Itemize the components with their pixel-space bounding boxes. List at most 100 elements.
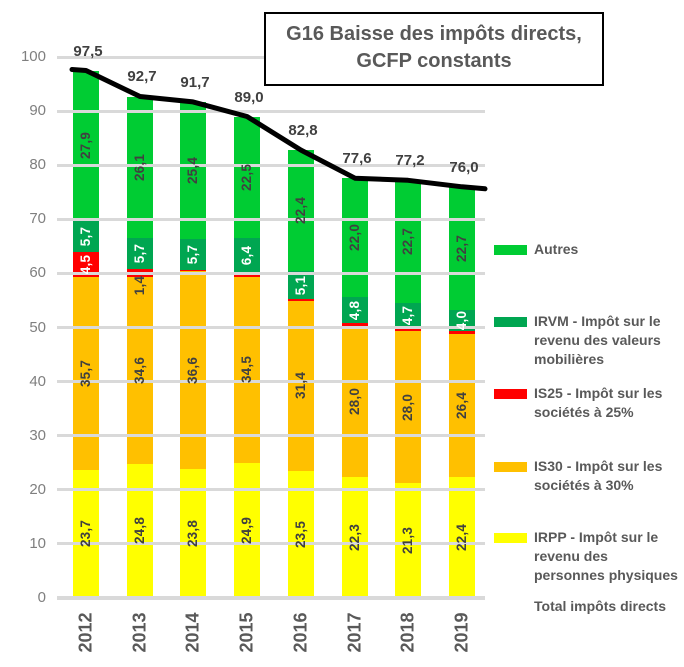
total-value-label: 76,0 <box>449 158 479 176</box>
gridline-0 <box>57 596 485 600</box>
legend-item-autres: Autres <box>494 240 682 259</box>
bar-segment-label-text: 34,5 <box>239 356 255 384</box>
bar-segment-2014 <box>180 239 206 271</box>
y-axis-label-30: 30 <box>29 426 46 444</box>
bar-segment-2019 <box>449 309 475 332</box>
bar-segment-2015 <box>234 276 260 464</box>
bar-segment-label: 22,4 <box>449 477 475 598</box>
bar-segment-label: 5,1 <box>288 271 314 299</box>
bar-segment-label: 25,4 <box>180 102 206 239</box>
y-axis-label-70: 70 <box>29 210 46 228</box>
bar-segment-label-text: 26,4 <box>454 391 470 419</box>
bar-segment-label-text: 22,4 <box>293 197 309 225</box>
bar-segment-label-text: 28,0 <box>400 393 416 421</box>
bar-segment-label: 24,8 <box>127 464 153 598</box>
bar-segment-label: 4,5 <box>73 252 99 276</box>
bar-segment-2016 <box>288 300 314 471</box>
gridline-50 <box>57 326 485 329</box>
x-axis-label-text: 2017 <box>344 611 365 653</box>
bar-segment-label: 22,0 <box>342 178 368 297</box>
bar-segment-label-text: 1,4 <box>132 275 148 295</box>
legend-swatch-autres <box>494 245 527 255</box>
bar-segment-label: 4,7 <box>395 303 421 328</box>
bar-segment-label-text: 24,8 <box>132 517 148 545</box>
bar-segment-label-text: 4,0 <box>454 310 470 331</box>
total-value-label: 82,8 <box>288 122 318 140</box>
gridline-30 <box>57 434 485 438</box>
bar-segment-label: 23,7 <box>73 470 99 598</box>
x-axis-label-2018: 2018 <box>378 600 438 664</box>
x-axis-label-text: 2015 <box>236 611 257 653</box>
bar-segment-label-text: 22,5 <box>239 163 255 191</box>
legend-label-is25: IS25 - Impôt sur les sociétés à 25% <box>534 385 663 420</box>
bar-segment-2015 <box>234 238 260 273</box>
bar-segment-label-text: 22,0 <box>347 224 363 252</box>
legend-item-irpp: IRPP - Impôt sur le revenu des personnes… <box>494 528 682 585</box>
bar-segment-label-text: 23,5 <box>293 520 309 548</box>
y-axis-label-80: 80 <box>29 156 46 174</box>
bar-segment-label: 5,7 <box>73 221 99 252</box>
chart-title-line2: GCFP constants <box>356 50 512 72</box>
bar-segment-2017 <box>342 323 368 326</box>
bar-segment-label: 4,8 <box>342 297 368 323</box>
bar-segment-label: 36,6 <box>180 271 206 469</box>
bar-segment-label-text: 22,7 <box>400 228 416 256</box>
bar-segment-2018 <box>395 482 421 600</box>
legend-swatch-is30 <box>494 462 527 472</box>
bar-segment-label: 1,4 <box>127 267 153 303</box>
bar-segment-label: 35,7 <box>73 277 99 470</box>
bar-segment-label-text: 24,9 <box>239 517 255 545</box>
x-axis-label-2017: 2017 <box>325 600 385 664</box>
bar-segment-label-text: 5,1 <box>293 275 309 295</box>
y-axis-label-60: 60 <box>29 264 46 282</box>
bar-segment-label-text: 23,8 <box>185 520 201 548</box>
bar-segment-label: 23,5 <box>288 471 314 598</box>
legend-label-irpp: IRPP - Impôt sur le revenu des personnes… <box>534 529 678 583</box>
legend-swatch-irpp <box>494 533 527 543</box>
y-axis-label-50: 50 <box>29 318 46 336</box>
x-axis-label-2014: 2014 <box>163 600 223 664</box>
bar-segment-2017 <box>342 178 368 298</box>
y-axis-label-0: 0 <box>37 589 46 606</box>
bar-segment-label: 23,8 <box>180 469 206 598</box>
legend-label-irvm: IRVM - Impôt sur le revenu des valeurs m… <box>534 313 661 367</box>
bar-segment-label-text: 6,4 <box>239 245 255 266</box>
bar-segment-label: 26,1 <box>127 97 153 238</box>
chart-title: G16 Baisse des impôts directs, GCFP cons… <box>264 12 604 86</box>
total-value-label: 92,7 <box>127 68 157 86</box>
total-value-label: 77,2 <box>395 152 425 170</box>
bar-segment-label: 24,9 <box>234 463 260 598</box>
bar-segment-2017 <box>342 297 368 324</box>
bar-segment-label: 22,7 <box>395 180 421 303</box>
bar-segment-2013 <box>127 238 153 270</box>
bar-segment-label-text: 4,5 <box>78 254 94 275</box>
bar-segment-2019 <box>449 333 475 477</box>
bar-segment-label: 22,5 <box>234 117 260 239</box>
bar-segment-2019 <box>449 476 475 600</box>
gridline-70 <box>57 217 485 221</box>
bar-segment-2017 <box>342 325 368 478</box>
legend-label-total: Total impôts directs <box>534 598 666 614</box>
bar-segment-2016 <box>288 298 314 301</box>
bar-segment-label: 4,0 <box>449 310 475 332</box>
bar-segment-label: 31,4 <box>288 301 314 471</box>
bar-segment-2012 <box>73 469 99 600</box>
bar-segment-label-text: 5,7 <box>78 227 94 247</box>
bar-segment-label-text: 34,6 <box>132 356 148 384</box>
x-axis-label-text: 2018 <box>397 611 418 653</box>
bar-segment-2017 <box>342 477 368 600</box>
bar-segment-label: 26,4 <box>449 334 475 477</box>
legend-item-total: Total impôts directs <box>494 597 682 616</box>
bar-segment-2016 <box>288 271 314 299</box>
y-axis-label-10: 10 <box>29 534 46 552</box>
bar-segment-label: 34,6 <box>127 277 153 464</box>
gridline-20 <box>57 488 485 492</box>
bar-segment-2012 <box>73 221 99 253</box>
bar-segment-label: 28,0 <box>342 326 368 477</box>
bar-segment-label: 34,5 <box>234 277 260 464</box>
bar-segment-label-text: 25,4 <box>185 157 201 185</box>
bar-segment-2014 <box>180 270 206 272</box>
bar-segment-label-text: 4,8 <box>347 300 363 320</box>
bar-segment-2012 <box>73 276 99 470</box>
legend-item-is30: IS30 - Impôt sur les sociétés à 30% <box>494 457 682 495</box>
